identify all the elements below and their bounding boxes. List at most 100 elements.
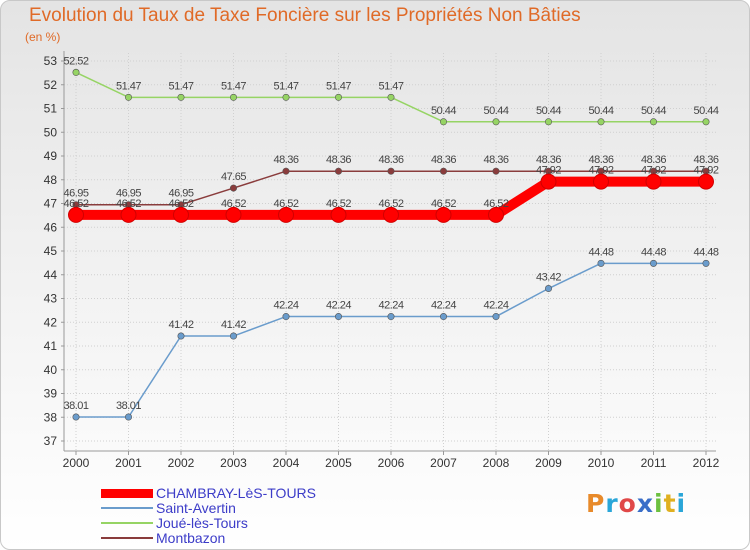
proxiti-logo: Proxiti (586, 489, 686, 518)
x-tick-label: 2009 (535, 456, 562, 470)
data-label: 43.42 (536, 272, 561, 284)
data-point (593, 173, 609, 190)
x-tick-label: 2005 (325, 456, 352, 470)
data-label: 41.42 (221, 319, 246, 331)
data-point (68, 206, 84, 223)
data-label: 42.24 (378, 300, 403, 312)
x-tick-label: 2004 (273, 456, 300, 470)
legend-swatch (101, 522, 153, 524)
y-tick-label: 38 (44, 410, 58, 424)
data-label: 50.44 (431, 105, 456, 117)
data-label: 46.52 (116, 198, 141, 210)
data-point (492, 167, 500, 175)
logo-letter: t (663, 489, 677, 518)
data-label: 38.01 (63, 400, 88, 412)
data-point (387, 313, 395, 321)
data-point (282, 93, 290, 101)
data-label: 48.36 (483, 154, 508, 166)
data-point (649, 118, 657, 126)
data-point (125, 93, 133, 101)
chart-title: Evolution du Taux de Taxe Foncière sur l… (29, 5, 581, 26)
data-point (120, 206, 137, 223)
y-tick-label: 42 (44, 315, 58, 329)
data-point (282, 167, 290, 175)
data-label: 50.44 (588, 105, 613, 117)
data-point (330, 206, 347, 223)
data-label: 50.44 (693, 105, 718, 117)
data-label: 44.48 (641, 246, 666, 258)
data-label: 51.47 (326, 80, 351, 92)
legend-swatch (101, 507, 153, 509)
data-label: 47.92 (693, 165, 718, 177)
data-label: 51.47 (378, 80, 403, 92)
y-tick-label: 46 (44, 220, 58, 234)
data-point (597, 118, 605, 126)
data-point (387, 167, 395, 175)
logo-letter: o (618, 489, 637, 518)
data-point (439, 118, 447, 126)
legend-label: Montbazon (156, 530, 226, 546)
data-point (383, 206, 399, 223)
data-point (702, 118, 710, 126)
x-tick-label: 2008 (483, 456, 510, 470)
data-point (544, 285, 552, 293)
data-label: 46.95 (168, 188, 193, 200)
x-tick-label: 2010 (588, 456, 615, 470)
data-label: 46.52 (378, 198, 403, 210)
data-label: 44.48 (588, 246, 613, 258)
data-point (597, 259, 605, 267)
data-label: 46.95 (116, 188, 141, 200)
legend-swatch (101, 489, 153, 498)
x-tick-label: 2001 (115, 456, 142, 470)
x-tick-label: 2012 (693, 456, 720, 470)
logo-letter: P (586, 489, 606, 518)
legend-label: CHAMBRAY-LèS-TOURS (156, 485, 317, 501)
y-tick-label: 45 (44, 244, 58, 258)
legend-label: Saint-Avertin (156, 500, 236, 516)
logo-letter: i (654, 489, 664, 518)
data-label: 47.92 (641, 165, 666, 177)
data-label: 46.52 (431, 198, 456, 210)
legend-label: Joué-lès-Tours (156, 515, 248, 531)
y-tick-label: 43 (44, 292, 58, 306)
data-point (488, 206, 504, 223)
data-point (177, 332, 185, 340)
data-label: 48.36 (378, 154, 403, 166)
x-tick-label: 2006 (378, 456, 405, 470)
data-label: 46.95 (63, 188, 88, 200)
data-label: 46.52 (483, 198, 508, 210)
data-point (230, 332, 238, 340)
data-point (125, 413, 133, 421)
data-label: 48.36 (588, 154, 613, 166)
y-tick-label: 48 (44, 173, 58, 187)
logo-letter: r (605, 489, 619, 518)
y-tick-label: 52 (44, 78, 58, 92)
data-label: 50.44 (536, 105, 561, 117)
y-tick-label: 50 (44, 125, 58, 139)
y-tick-label: 39 (44, 387, 58, 401)
data-label: 42.24 (273, 300, 298, 312)
y-tick-label: 47 (44, 197, 58, 211)
data-label: 46.52 (221, 198, 246, 210)
y-tick-label: 40 (44, 363, 58, 377)
data-label: 42.24 (483, 300, 508, 312)
x-tick-label: 2007 (430, 456, 457, 470)
data-point (649, 259, 657, 267)
data-label: 48.36 (693, 154, 718, 166)
data-label: 50.44 (483, 105, 508, 117)
unit-label: (en %) (25, 30, 61, 44)
data-point (698, 173, 714, 190)
data-label: 48.36 (641, 154, 666, 166)
data-point (177, 93, 185, 101)
data-label: 38.01 (116, 400, 141, 412)
y-tick-label: 53 (44, 54, 58, 68)
data-point (492, 118, 500, 126)
logo-letter: x (636, 489, 654, 518)
data-point (225, 206, 242, 223)
data-point (645, 173, 662, 190)
data-label: 47.92 (588, 165, 613, 177)
data-label: 47.65 (221, 171, 246, 183)
data-label: 46.52 (63, 198, 88, 210)
data-label: 51.47 (116, 80, 141, 92)
